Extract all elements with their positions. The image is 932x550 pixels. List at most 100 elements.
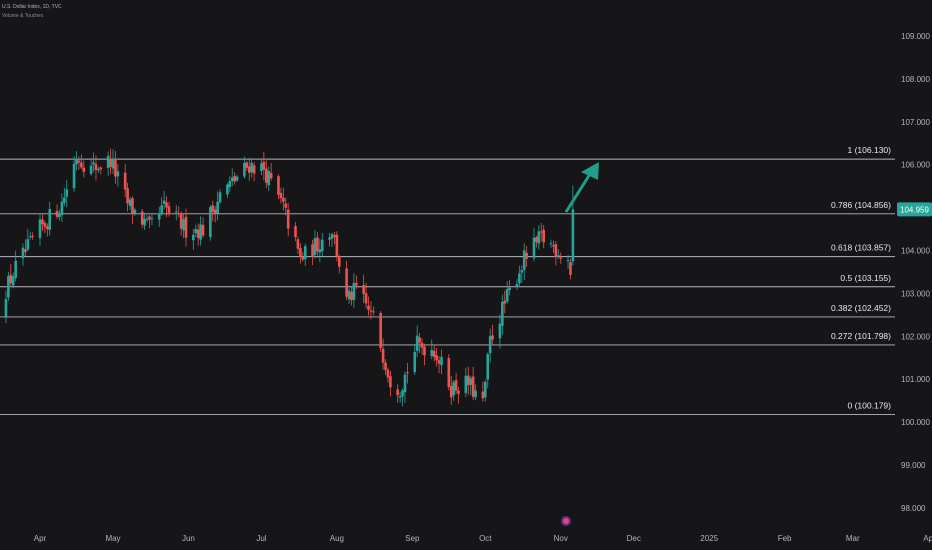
candle-body [520, 270, 524, 273]
candle-body [65, 189, 69, 197]
candle-body [218, 192, 222, 203]
candle-body [554, 244, 558, 258]
price-tick-label: 103.000 [901, 289, 930, 298]
fib-label: 1 (106.130) [848, 145, 892, 155]
candle-body [379, 313, 382, 349]
candle-body [48, 209, 52, 230]
candle-body [94, 164, 98, 170]
candle-body [55, 210, 59, 217]
last-price-label: 104.959 [900, 205, 929, 214]
candle-body [46, 226, 49, 230]
candle-body [162, 200, 166, 204]
candle-body [82, 167, 86, 172]
fib-label: 0.272 (101.798) [831, 331, 891, 341]
candle-body [252, 165, 256, 174]
candle-body [282, 197, 285, 202]
candle-body [301, 256, 305, 260]
candle-body [381, 348, 385, 363]
candle-body [233, 175, 236, 182]
candle-body [398, 396, 402, 398]
time-tick-label: Jul [256, 534, 266, 543]
fib-label: 0.5 (103.155) [840, 273, 891, 283]
candle-body [454, 380, 458, 391]
candle-body [11, 276, 15, 286]
candle-body [335, 234, 339, 257]
fib-label: 0.382 (102.452) [831, 303, 891, 313]
candle-body [72, 163, 76, 189]
candle-body [474, 390, 477, 398]
candle-body [58, 212, 61, 218]
candle-body [192, 234, 195, 241]
candle-body [277, 176, 280, 195]
candle-body [213, 209, 217, 214]
candle-body [211, 205, 215, 212]
candle-body [148, 216, 151, 220]
candle-body [389, 376, 392, 388]
candle-body [294, 226, 297, 238]
time-tick-label: Jun [182, 534, 195, 543]
candle-body [123, 172, 127, 190]
candle-body [4, 299, 8, 317]
time-tick-label: Nov [554, 534, 568, 543]
candle-body [60, 201, 64, 216]
candle-body [539, 231, 543, 233]
candle-body [194, 228, 198, 234]
time-tick-label: May [105, 534, 120, 543]
candle-body [525, 252, 528, 259]
candle-body [488, 335, 492, 354]
candle-body [508, 287, 511, 291]
price-tick-label: 98.000 [901, 504, 926, 513]
candle-body [111, 159, 115, 169]
time-axis: Apr May Jun Jul Aug Sep Oct Nov Dec 2025 Feb Mar Ap [34, 534, 932, 543]
price-tick-label: 101.000 [901, 375, 930, 384]
candle-body [267, 171, 271, 186]
candle-body [114, 160, 117, 177]
candle-body [566, 259, 570, 261]
candle-body [296, 239, 300, 249]
candle-body [179, 213, 183, 229]
candle-body [481, 391, 485, 399]
candle-body [106, 155, 110, 168]
candle-body [14, 260, 17, 278]
candle-body [338, 256, 341, 267]
candle-body [109, 158, 112, 167]
symbol-title: U.S. Dollar Index, 1D, TVC [2, 4, 62, 10]
candle-body [532, 237, 536, 259]
candle-body [355, 282, 358, 286]
price-tick-label: 109.000 [901, 32, 930, 41]
candle-body [386, 369, 390, 378]
price-axis: 98.000 99.000 100.000 101.000 102.000 103.000… [901, 32, 930, 513]
price-tick-label: 106.000 [901, 161, 930, 170]
candle-body [522, 250, 526, 270]
candle-body [542, 229, 545, 243]
candle-body [265, 168, 268, 183]
candles-layer [4, 148, 575, 407]
candle-body [372, 311, 375, 313]
candle-body [247, 166, 251, 173]
candle-body [235, 176, 239, 181]
candle-body [216, 201, 219, 214]
candle-body [260, 163, 263, 172]
candle-body [38, 219, 42, 238]
candle-body [284, 203, 288, 208]
projection-arrow-shaft [564, 173, 592, 213]
price-tick-label: 102.000 [901, 332, 930, 341]
candle-body [559, 257, 563, 259]
candle-body [143, 218, 146, 226]
candle-body [471, 376, 475, 397]
candle-body [518, 273, 521, 284]
candle-body [469, 378, 472, 385]
candle-body [24, 249, 27, 252]
candle-body [126, 188, 129, 204]
candle-body [413, 351, 417, 373]
candle-body [537, 231, 541, 244]
candle-body [330, 234, 334, 239]
candle-body [165, 202, 168, 208]
candle-body [352, 282, 356, 300]
candle-body [97, 169, 100, 171]
time-tick-label: Oct [479, 534, 492, 543]
arrow-layer [564, 162, 599, 213]
candle-body [209, 207, 212, 237]
candle-body [303, 246, 307, 260]
